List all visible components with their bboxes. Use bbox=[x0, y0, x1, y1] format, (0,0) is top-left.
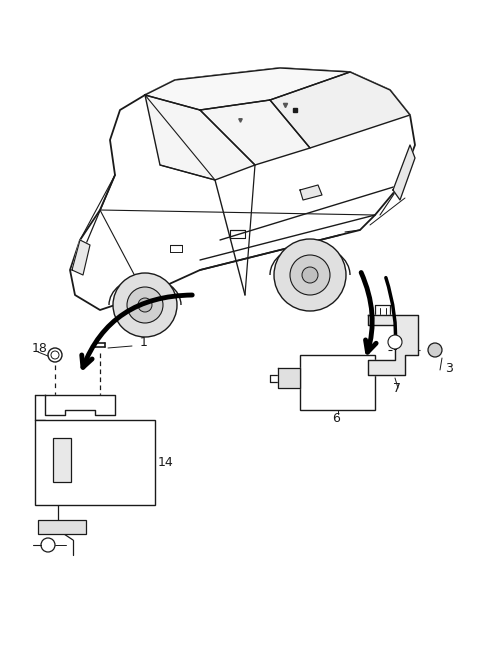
Polygon shape bbox=[70, 68, 415, 310]
Text: 14: 14 bbox=[158, 455, 174, 468]
Circle shape bbox=[113, 273, 177, 337]
Bar bbox=[53, 438, 71, 482]
Circle shape bbox=[274, 239, 346, 311]
Polygon shape bbox=[45, 395, 115, 415]
Bar bbox=[38, 520, 86, 534]
Polygon shape bbox=[278, 368, 300, 388]
Circle shape bbox=[428, 343, 442, 357]
Polygon shape bbox=[393, 145, 415, 200]
Text: 3: 3 bbox=[445, 362, 453, 375]
Text: 6: 6 bbox=[332, 411, 340, 424]
Circle shape bbox=[388, 335, 402, 349]
Text: 18: 18 bbox=[32, 341, 48, 354]
Polygon shape bbox=[270, 72, 410, 148]
Bar bbox=[300, 355, 375, 410]
Circle shape bbox=[290, 255, 330, 295]
Circle shape bbox=[138, 298, 152, 312]
Circle shape bbox=[302, 267, 318, 283]
Polygon shape bbox=[145, 95, 255, 180]
Text: 1: 1 bbox=[140, 335, 148, 348]
Polygon shape bbox=[300, 185, 322, 200]
Circle shape bbox=[127, 287, 163, 323]
Polygon shape bbox=[72, 240, 90, 275]
Text: 7: 7 bbox=[393, 381, 401, 394]
Polygon shape bbox=[368, 315, 418, 375]
Polygon shape bbox=[145, 68, 350, 110]
Bar bbox=[35, 420, 155, 505]
Polygon shape bbox=[200, 100, 310, 165]
